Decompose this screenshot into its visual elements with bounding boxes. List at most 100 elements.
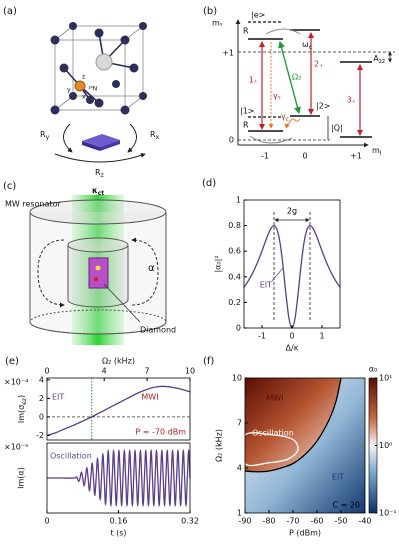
nv-center	[95, 265, 101, 271]
label-sub: c	[286, 116, 289, 123]
label: γ	[281, 112, 286, 121]
panel-a: (a) z ¹⁴N y x Ry Rx Rz	[3, 6, 160, 179]
contour-line	[244, 377, 342, 473]
heatmap-region	[245, 378, 341, 472]
annotation: EIT	[260, 281, 272, 290]
state-label: |2>	[316, 102, 331, 111]
y-tick-label: 7	[237, 419, 242, 428]
y-axis-label: Ω₂ (kHz)	[215, 429, 224, 462]
label-sub: c	[309, 44, 312, 51]
y-unit: ×10⁻⁴	[4, 378, 28, 387]
tick-label: -1	[261, 152, 269, 161]
label: ω	[302, 40, 309, 49]
y-axis-label: |α₀|²	[214, 255, 223, 272]
x-tick-label: -90	[238, 517, 251, 526]
state-label: |1>	[240, 107, 255, 116]
beam-label: κct	[92, 186, 104, 198]
x-axis-label: Δ/κ	[286, 344, 299, 353]
label-sub: x	[156, 134, 160, 141]
annotation: P = -70 dBm	[135, 428, 186, 437]
x2-axis-label: Ω₂ (kHz)	[102, 357, 135, 366]
plot-frame	[243, 199, 341, 329]
field-label: α	[148, 263, 155, 274]
inner-post-top	[67, 237, 129, 253]
unit-cell	[54, 25, 144, 111]
tick-label: +1	[350, 152, 362, 161]
y-unit: ×10⁻⁵	[4, 443, 28, 452]
x-tick-label: 0.32	[181, 517, 199, 526]
annotation: EIT	[332, 473, 344, 482]
field-line	[37, 239, 65, 308]
tick-label: 0	[302, 152, 307, 161]
rotation-label: Ry	[40, 130, 50, 142]
level-label: R	[243, 27, 249, 36]
x-axis-label: t (s)	[110, 529, 126, 538]
level-label: R	[243, 121, 249, 130]
transition-label: 2₊	[314, 60, 323, 69]
rotation-arrow	[54, 153, 146, 163]
arc	[249, 135, 293, 144]
label: A	[373, 54, 379, 63]
x-tick-label: 1	[319, 332, 324, 341]
annotation: C = 20	[332, 501, 360, 510]
x-tick-label: 0	[289, 332, 294, 341]
label: κ	[92, 186, 98, 195]
panel-b: (b) mₛ mI +1 0 -1 0 +1 |e> |1> |2> |Q| R…	[203, 6, 395, 161]
data-line	[46, 385, 191, 436]
frequency-label: ωc	[302, 40, 312, 52]
resonator-label: MW resonator	[5, 200, 61, 209]
rotation-label: Rx	[150, 130, 160, 142]
atoms	[50, 22, 147, 115]
decay-arrow	[284, 118, 301, 129]
label-sub: ct	[98, 190, 105, 197]
annotation: MWI	[141, 393, 158, 402]
label-sub: ez	[21, 398, 28, 405]
rotation-arrow	[63, 123, 73, 153]
x-axis-label: P (dBm)	[289, 529, 321, 538]
panel-label: (f)	[203, 356, 214, 367]
label: )	[17, 395, 26, 398]
axis-label: y	[67, 87, 71, 94]
atom-label: ¹⁴N	[88, 86, 97, 93]
state-label: |Q|	[331, 124, 343, 133]
label-sub: z	[101, 172, 104, 179]
diamond-slab	[82, 141, 100, 151]
x2-tick-label: 4	[102, 367, 107, 376]
y-tick-label: 0.8	[228, 221, 241, 230]
drive-arrow	[278, 40, 301, 115]
panel-c: (c) κct MW resonator α Diamond	[3, 181, 176, 345]
x-tick-label: -40	[358, 517, 371, 526]
axis-label: x	[82, 94, 86, 101]
label-sub: I	[380, 150, 382, 157]
drive-label: Ω₂	[292, 73, 301, 82]
transition-label: 3₊	[347, 96, 356, 105]
axis-label: z	[82, 74, 85, 81]
rotation-label: Rz	[95, 168, 104, 180]
diamond-slab	[100, 140, 120, 151]
y-tick-label: 10	[232, 374, 242, 383]
x-tick-label: 0.16	[110, 517, 128, 526]
contour-line	[241, 432, 299, 467]
x-tick-label: -50	[334, 517, 347, 526]
pointer	[103, 283, 141, 323]
annotation: Oscillation	[50, 452, 92, 461]
decay-label: γₛ	[273, 92, 281, 101]
x2-tick-label: 10	[185, 367, 195, 376]
y-axis-label: Im(α)	[17, 467, 26, 489]
diamond-sample	[88, 257, 109, 289]
axis-label: mₛ	[212, 19, 223, 28]
x-tick-label: -80	[262, 517, 275, 526]
plot-frame	[244, 377, 366, 514]
x2-tick-label: 7	[145, 367, 150, 376]
label: m	[372, 146, 380, 155]
data-line	[47, 449, 191, 507]
resonator-bottom	[29, 309, 167, 335]
resonator-top	[29, 199, 167, 225]
decay-label: γc	[281, 112, 289, 124]
vacancy	[95, 53, 113, 71]
label: Im(σ	[17, 405, 26, 423]
y-tick-label: 4	[237, 464, 242, 473]
panel-label: (b)	[203, 6, 217, 17]
panel-label: (c)	[3, 181, 16, 192]
